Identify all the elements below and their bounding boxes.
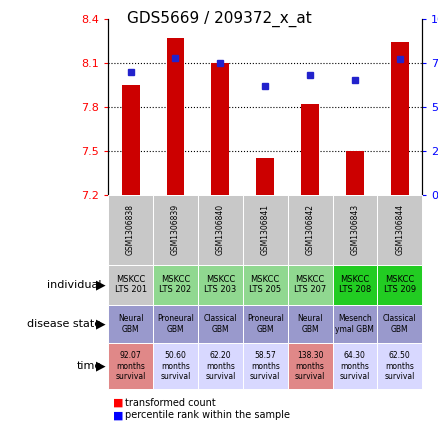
Bar (166, 38, 184, 195)
Bar (301, 104, 319, 195)
Text: Classical
GBM: Classical GBM (204, 314, 237, 334)
Bar (256, 158, 274, 195)
Text: 62.20
months
survival: 62.20 months survival (205, 352, 236, 381)
Text: time: time (76, 361, 102, 371)
Text: Neural
GBM: Neural GBM (118, 314, 143, 334)
Text: MSKCC
LTS 207: MSKCC LTS 207 (294, 275, 326, 294)
Text: GSM1306844: GSM1306844 (396, 204, 404, 255)
Text: 58.57
months
survival: 58.57 months survival (250, 352, 280, 381)
Text: transformed count: transformed count (125, 398, 215, 408)
Text: individual: individual (47, 280, 102, 290)
Text: 138.30
months
survival: 138.30 months survival (295, 352, 325, 381)
Text: Proneural
GBM: Proneural GBM (157, 314, 194, 334)
Text: Classical
GBM: Classical GBM (383, 314, 417, 334)
Text: 64.30
months
survival: 64.30 months survival (340, 352, 370, 381)
Text: GSM1306839: GSM1306839 (171, 204, 180, 255)
Text: MSKCC
LTS 208: MSKCC LTS 208 (339, 275, 371, 294)
Text: ▶: ▶ (96, 318, 106, 330)
Text: MSKCC
LTS 203: MSKCC LTS 203 (204, 275, 237, 294)
Text: percentile rank within the sample: percentile rank within the sample (125, 410, 290, 420)
Bar (391, 42, 409, 195)
Text: MSKCC
LTS 201: MSKCC LTS 201 (115, 275, 147, 294)
Text: ▶: ▶ (96, 278, 106, 291)
Text: 62.50
months
survival: 62.50 months survival (385, 352, 415, 381)
Text: GSM1306841: GSM1306841 (261, 204, 270, 255)
Text: Proneural
GBM: Proneural GBM (247, 314, 284, 334)
Text: Neural
GBM: Neural GBM (297, 314, 323, 334)
Bar (212, 63, 230, 195)
Text: ■: ■ (113, 398, 123, 408)
Text: MSKCC
LTS 205: MSKCC LTS 205 (249, 275, 281, 294)
Text: GSM1306843: GSM1306843 (350, 204, 360, 255)
Text: GSM1306842: GSM1306842 (306, 204, 314, 255)
Bar (346, 151, 364, 195)
Text: 50.60
months
survival: 50.60 months survival (160, 352, 191, 381)
Text: disease state: disease state (28, 319, 102, 329)
Text: 92.07
months
survival: 92.07 months survival (116, 352, 146, 381)
Text: GSM1306840: GSM1306840 (216, 204, 225, 255)
Text: MSKCC
LTS 202: MSKCC LTS 202 (159, 275, 191, 294)
Text: MSKCC
LTS 209: MSKCC LTS 209 (384, 275, 416, 294)
Bar (122, 85, 140, 195)
Text: GDS5669 / 209372_x_at: GDS5669 / 209372_x_at (127, 11, 311, 27)
Text: GSM1306838: GSM1306838 (126, 204, 135, 255)
Text: Mesench
ymal GBM: Mesench ymal GBM (336, 314, 374, 334)
Text: ■: ■ (113, 410, 123, 420)
Text: ▶: ▶ (96, 360, 106, 373)
